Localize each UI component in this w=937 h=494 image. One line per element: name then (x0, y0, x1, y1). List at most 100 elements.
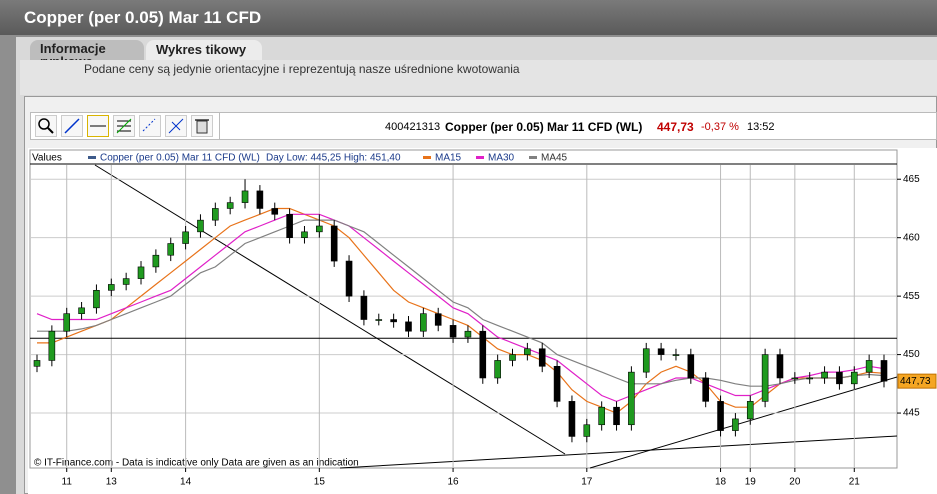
icon (116, 118, 132, 134)
change: -0,37 % (701, 121, 739, 133)
x-tick-label: 19 (745, 477, 757, 488)
candle-body (212, 208, 219, 221)
trend-line (339, 435, 898, 469)
candle-body (137, 266, 145, 279)
candle-body (360, 295, 368, 320)
icon (38, 118, 54, 134)
title-bar: Copper (per 0.05) Mar 11 CFD (0, 0, 937, 35)
y-tick-label: 450 (903, 349, 920, 360)
candle-body (286, 214, 293, 238)
candle-body (449, 325, 457, 338)
legend-swatch (529, 156, 537, 159)
notice: Podane ceny są jedynie orientacyjne i re… (84, 62, 520, 76)
legend-label: MA45 (541, 153, 568, 164)
legend-title: Values (32, 153, 62, 164)
separator (219, 113, 220, 139)
candle-body (78, 307, 85, 314)
candle-body (301, 231, 308, 238)
candle-body (197, 219, 204, 233)
y-tick-label: 445 (903, 408, 920, 419)
candle-body (494, 360, 501, 379)
chart: Values Day Low: 445,25 High: 451,40 © IT… (28, 148, 937, 494)
tab-label: Wykres tikowy (156, 42, 247, 57)
candle-body (672, 354, 680, 356)
candle-body (256, 190, 264, 209)
y-tick-label: 465 (903, 174, 920, 185)
candle-body (746, 401, 754, 420)
candle-body (152, 254, 160, 268)
tab[interactable]: Informacje rynkowe (30, 40, 144, 68)
candle-body (642, 348, 650, 373)
fibo-tool[interactable] (113, 115, 135, 137)
instrument-name: Copper (per 0.05) Mar 11 CFD (WL) (445, 120, 643, 134)
x-tick-label: 11 (62, 477, 73, 488)
x-tick-label: 14 (180, 477, 192, 488)
candle-body (583, 424, 591, 437)
candle-body (850, 371, 858, 385)
candle-body (93, 289, 100, 309)
candle-body (464, 330, 472, 338)
candle-body (345, 260, 353, 297)
candle-body (33, 360, 41, 367)
icon (142, 118, 156, 132)
ma-line (36, 213, 885, 403)
toolbar: 400421313 Copper (per 0.05) Mar 11 CFD (… (30, 112, 937, 140)
candle-body (420, 313, 427, 332)
day-range: Day Low: 445,25 High: 451,40 (266, 153, 401, 164)
icon (90, 125, 106, 127)
candle-body (509, 354, 516, 361)
candle-body (880, 360, 888, 382)
candle-body (776, 354, 784, 379)
x-tick-label: 17 (581, 477, 593, 488)
channel-tool[interactable] (139, 115, 161, 137)
candle-body (568, 401, 576, 437)
legend-swatch (476, 156, 484, 159)
x-tick-label: 13 (106, 477, 118, 488)
legend-label: MA30 (488, 153, 515, 164)
candle-body (836, 371, 843, 385)
y-tick-label: 455 (903, 291, 920, 302)
candle-body (628, 371, 635, 426)
candle-body (226, 202, 234, 209)
candle-body (182, 231, 189, 244)
time: 13:52 (747, 121, 775, 133)
x-tick-label: 15 (314, 477, 326, 488)
candle-body (687, 354, 695, 379)
candle-body (524, 348, 531, 355)
candle-body (702, 377, 709, 402)
trend-tool[interactable] (165, 115, 187, 137)
candle-body (806, 377, 814, 380)
candle-body (553, 365, 561, 402)
candle-body (316, 225, 323, 233)
window-title: Copper (per 0.05) Mar 11 CFD (24, 8, 262, 27)
delete-tool[interactable] (191, 115, 213, 137)
candle-body (479, 330, 487, 379)
candle-body (241, 190, 249, 203)
tab-active[interactable]: Wykres tikowy (146, 40, 262, 60)
candle-body (732, 418, 739, 431)
zoom-tool[interactable] (35, 115, 57, 137)
icon (195, 119, 209, 134)
hline-tool[interactable] (87, 115, 109, 137)
candle-body (167, 243, 175, 256)
candle-body (434, 313, 442, 326)
x-tick-label: 20 (789, 477, 801, 488)
candle-body (330, 225, 338, 262)
ma-line (37, 207, 885, 414)
candle-body (107, 284, 115, 291)
candle-body (375, 319, 383, 321)
instrument-id: 400421313 (385, 121, 441, 133)
candle-body (761, 354, 769, 402)
candle-body (717, 401, 724, 431)
candle-body (613, 406, 620, 426)
candle-body (48, 330, 56, 361)
candle-body (821, 371, 828, 379)
candle-body (63, 313, 71, 332)
x-tick-label: 18 (715, 477, 727, 488)
plot-area (29, 149, 898, 469)
x-tick-label: 21 (849, 477, 861, 488)
candle-body (791, 377, 799, 380)
candle-body (122, 278, 130, 285)
line-tool[interactable] (61, 115, 83, 137)
